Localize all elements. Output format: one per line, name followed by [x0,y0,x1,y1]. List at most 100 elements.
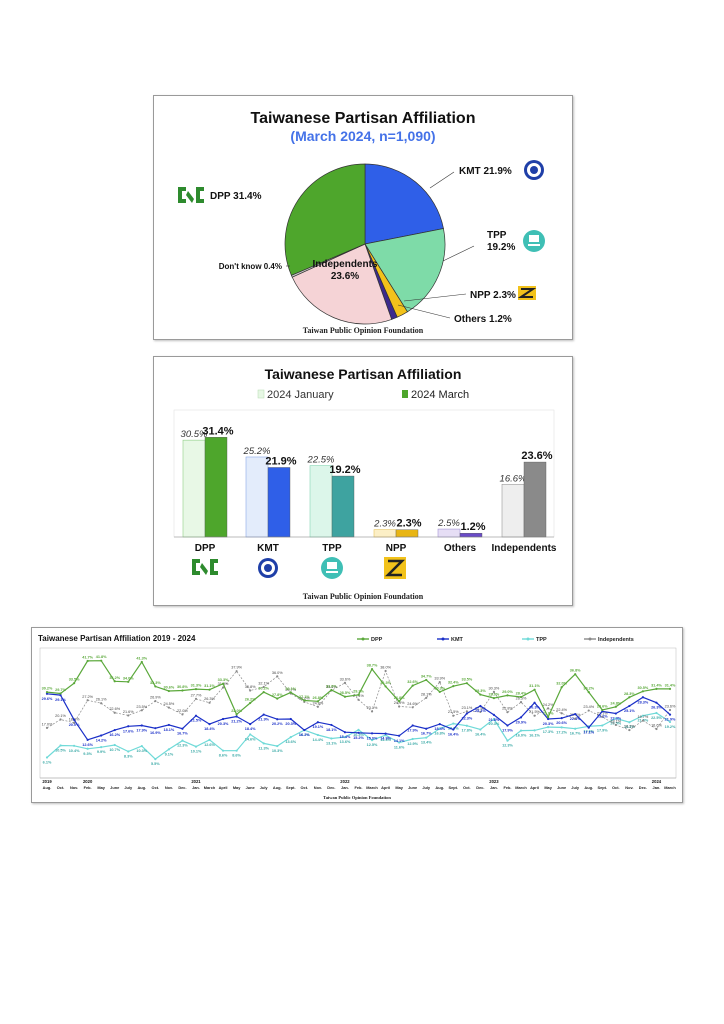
line-data-label-dpp: 31.1% [529,684,540,688]
bar-chart-source: Taiwan Public Opinion Foundation [303,592,424,601]
line-data-label-dpp: 33.5% [461,678,472,682]
line-data-label-dpp: 30.2% [583,687,594,691]
line-data-label-dpp: 31.3% [191,684,202,688]
line-data-label-tpp: 6.1% [43,760,52,764]
line-data-label-kmt: 14.1% [394,739,405,743]
line-point-independents [655,727,658,731]
line-point-dpp [59,692,62,695]
line-year-label: 2021 [191,779,201,784]
line-data-label-tpp: 17.9% [597,728,608,732]
line-point-independents [370,710,374,713]
line-point-independents [425,696,428,699]
line-data-label-dpp: 29.3% [475,689,486,693]
line-x-tick-label: Oct. [152,785,160,790]
line-x-tick-label: Nov. [165,785,173,790]
line-point-dpp [398,700,401,703]
line-data-label-kmt: 22.3% [461,717,472,721]
pie-leader-line-tpp [442,245,475,262]
line-data-label-dpp: 29.2% [353,689,364,693]
line-point-tpp [357,728,360,731]
line-data-label-independents: 23.6% [665,705,676,709]
bar-kmt-2024-march [267,467,291,538]
bar-others-2024-january [437,528,461,538]
line-point-kmt [452,728,455,731]
line-point-tpp [452,722,455,725]
legend-marker-dpp [361,637,365,641]
line-data-label-kmt: 16.2% [299,733,310,737]
dpp-logo-icon [176,185,206,205]
bar-others-2024-march [459,532,483,538]
pie-label-dontknow: Don't know 0.4% [219,262,282,271]
line-data-label-dpp: 28.0% [489,693,500,697]
line-x-tick-label: April [381,785,390,790]
line-data-label-dpp: 29.7% [55,688,66,692]
line-point-kmt [303,728,306,732]
line-point-kmt [154,727,157,730]
line-point-independents [100,702,103,705]
line-data-label-independents: 33.6% [340,677,351,681]
line-data-label-tpp: 8.6% [219,754,228,758]
line-x-tick-label: May [395,785,403,790]
line-point-dpp [235,713,238,716]
line-point-dpp [289,691,292,694]
line-chart: Taiwanese Partisan Affiliation 2019 - 20… [38,634,676,800]
line-data-label-tpp: 8.6% [232,754,241,758]
line-chart-panel: Taiwanese Partisan Affiliation 2019 - 20… [31,627,683,803]
line-x-tick-label: Feb. [355,785,363,790]
line-x-tick-label: July [422,785,431,790]
line-data-label-tpp: 10.3% [136,749,147,753]
line-data-label-tpp: 10.4% [69,749,80,753]
line-data-label-independents: 27.7% [191,693,202,697]
line-x-tick-label: Nov. [625,785,633,790]
line-point-kmt [438,723,441,726]
bar-chart-panel: Taiwanese Partisan Affiliation 2024 Janu… [153,356,573,606]
line-data-label-independents: 36.0% [272,671,283,675]
line-point-tpp [641,714,645,717]
bar-kmt-2024-january [245,456,269,538]
line-x-tick-label: June [408,785,418,790]
line-data-label-dpp: 30.8% [177,685,188,689]
line-point-independents [249,689,252,692]
line-data-label-kmt: 17.9% [407,728,418,732]
line-x-tick-label: July [571,785,580,790]
line-data-label-independents: 24.5% [164,702,175,706]
line-point-kmt [574,712,577,716]
line-point-kmt [330,723,333,727]
line-data-label-tpp: 9.9% [97,750,106,754]
line-point-tpp [316,733,319,737]
line-point-independents [668,708,672,712]
line-data-label-dpp: 32.4% [448,681,459,685]
line-x-tick-label: May [97,785,105,790]
line-data-label-dpp: 24.8% [610,701,621,705]
line-point-tpp [194,745,198,748]
line-data-label-kmt: 16.2% [109,733,120,737]
line-point-dpp [316,700,319,703]
bar-label-kmt-2024-january: 25.2% [243,446,271,457]
line-point-dpp [167,689,170,693]
line-point-dpp [370,667,374,671]
line-data-label-kmt: 16.7% [421,732,432,736]
line-data-label-independents: 24.8% [312,701,323,705]
line-point-dpp [452,685,455,688]
line-point-dpp [533,688,536,691]
line-point-kmt [519,716,523,719]
pie-chart-title: Taiwanese Partisan Affiliation [251,110,476,127]
line-point-dpp [655,687,658,690]
bar-dpp-2024-march [204,437,228,538]
line-data-label-kmt: 12.6% [82,743,93,747]
line-point-dpp [262,691,265,694]
line-data-label-tpp: 14.4% [312,738,323,742]
line-point-kmt [560,717,563,720]
line-point-tpp [181,739,184,742]
line-data-label-tpp: 19.1% [624,725,635,729]
line-data-label-independents: 26.9% [150,696,161,700]
line-data-label-independents: 21.5% [448,710,459,714]
legend-label-kmt: KMT [451,637,464,643]
line-x-tick-label: Aug. [584,785,593,790]
line-point-kmt [547,717,550,721]
legend-marker-independents [588,637,592,641]
line-point-tpp [235,749,238,752]
line-x-tick-label: Jan. [192,785,200,790]
bar-npp-2024-march [395,529,419,538]
line-point-tpp [370,739,374,742]
